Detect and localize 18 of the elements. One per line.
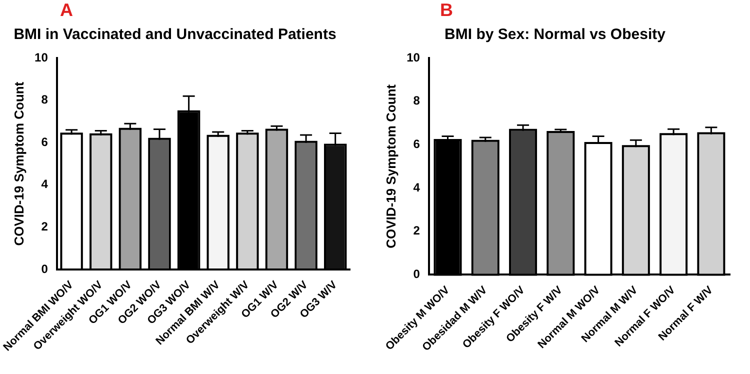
y-tick-label: 8	[41, 92, 48, 107]
text: A	[60, 0, 73, 20]
chart-title: BMI in Vaccinated and Unvaccinated Patients	[14, 26, 336, 44]
y-axis-title: COVID-19 Symptom Count	[383, 84, 398, 248]
y-tick-label: 6	[413, 137, 420, 152]
text: B	[440, 0, 453, 20]
y-axis-title: COVID-19 Symptom Count	[11, 81, 26, 246]
y-tick-label: 10	[406, 50, 420, 64]
chart-title: BMI by Sex: Normal vs Obesity	[444, 26, 666, 44]
y-tick-label: 4	[413, 180, 420, 194]
y-tick-label: 0	[41, 262, 48, 276]
y-tick-label: 6	[41, 134, 48, 149]
y-tick-label: 2	[413, 224, 420, 238]
y-tick-label: 2	[41, 220, 48, 234]
y-tick-label: 0	[413, 267, 420, 282]
y-tick-label: 8	[413, 94, 420, 108]
y-tick-label: 4	[41, 177, 48, 192]
y-tick-label: 10	[34, 50, 48, 64]
